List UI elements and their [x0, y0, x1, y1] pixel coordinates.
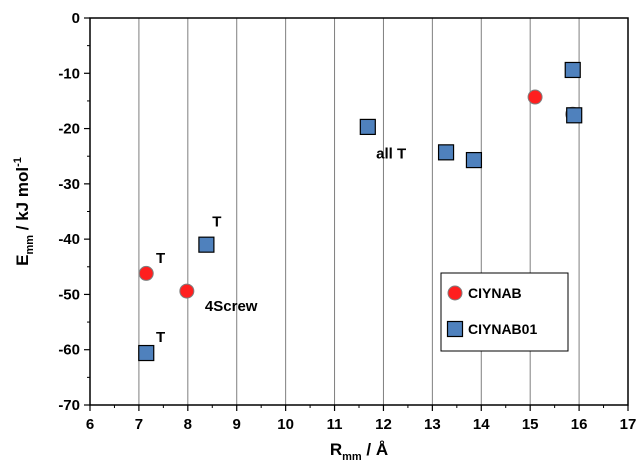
square-point — [198, 236, 215, 253]
annotation-label: all T — [376, 145, 406, 162]
square-point — [564, 61, 581, 79]
x-tick-label: 10 — [277, 416, 294, 433]
legend-label: CIYNAB — [468, 285, 522, 301]
y-tick-labels: 0 -10 -20 -30 -40 -50 -60 -70 — [58, 10, 80, 414]
x-tick-label: 6 — [86, 416, 94, 433]
vertical-gridlines — [138, 18, 580, 405]
x-tick-label: 13 — [424, 416, 441, 433]
circle-point — [138, 265, 154, 281]
annotation-label: 4Screw — [205, 298, 258, 315]
x-tick-label: 11 — [327, 416, 343, 433]
y-tick-label: -30 — [58, 176, 80, 193]
square-point — [138, 344, 155, 362]
y-tick-label: -40 — [58, 231, 80, 248]
annotation-label: T — [156, 329, 165, 346]
x-tick-label: 9 — [233, 416, 241, 433]
legend-box — [440, 272, 569, 352]
square-point — [465, 151, 483, 169]
square-point — [566, 107, 583, 124]
x-tick-label: 7 — [135, 416, 143, 433]
square-point — [437, 144, 455, 161]
axis-ticks — [84, 17, 629, 411]
x-tick-label: 16 — [571, 416, 588, 433]
square-point — [359, 118, 376, 136]
circle-point — [179, 283, 195, 299]
annotation-label: T — [156, 250, 165, 267]
circle-point — [527, 89, 543, 105]
x-tick-label: 15 — [522, 416, 539, 433]
x-tick-label: 17 — [620, 416, 637, 433]
data-points — [138, 61, 583, 362]
x-tick-label: 14 — [473, 416, 490, 433]
y-tick-label: -60 — [58, 342, 80, 359]
y-tick-label: -10 — [58, 65, 80, 82]
annotation-label: T — [212, 213, 221, 230]
y-axis-title: Emm / kJ mol-1 — [12, 157, 36, 266]
legend-marker — [446, 320, 464, 338]
y-tick-label: -70 — [58, 397, 80, 414]
y-tick-label: -50 — [58, 286, 80, 303]
x-tick-label: 12 — [375, 416, 392, 433]
legend-label: CIYNAB01 — [468, 321, 537, 337]
x-axis-title: Rmm / Å — [330, 440, 388, 463]
y-tick-label: -20 — [58, 121, 80, 138]
y-tick-label: 0 — [72, 10, 80, 27]
x-tick-label: 8 — [184, 416, 192, 433]
x-tick-labels: 6 7 8 9 10 11 12 13 14 15 16 17 — [86, 416, 637, 433]
legend: CIYNAB CIYNAB01 — [440, 272, 569, 352]
legend-marker — [447, 285, 463, 301]
